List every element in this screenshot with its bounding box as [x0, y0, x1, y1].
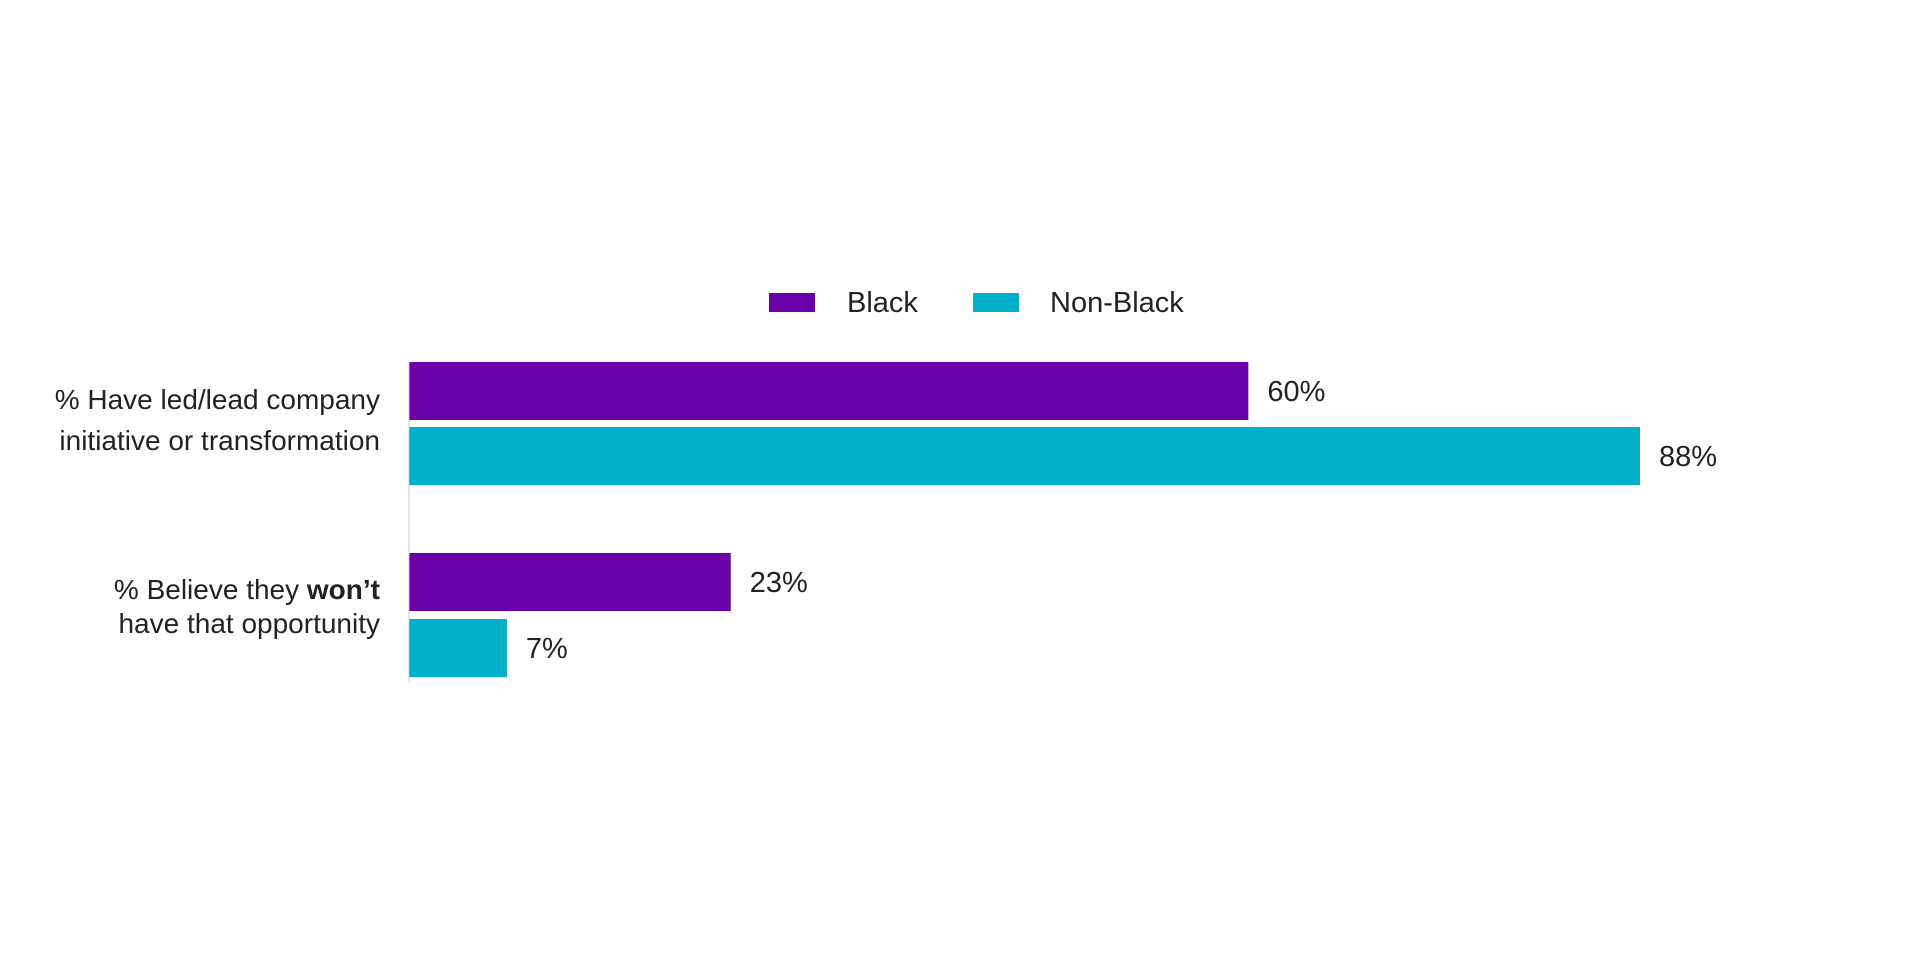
category-label-1-line2: initiative or transformation [59, 425, 380, 456]
bar-black-2 [409, 553, 731, 611]
data-label-non-black-1: 88% [1659, 441, 1717, 473]
legend-swatch-black [769, 293, 815, 312]
legend: Black Non-Black [769, 287, 1184, 319]
category-label-2-line2: have that opportunity [118, 608, 380, 639]
legend-swatch-non-black [973, 293, 1019, 312]
data-label-black-1: 60% [1267, 376, 1325, 408]
bar-non-black-1 [409, 427, 1640, 485]
category-label-2-line1: % Believe they won’t [114, 574, 380, 605]
category-label-2-prefix: % Believe they [114, 574, 307, 605]
category-label-2-bold: won’t [306, 574, 380, 605]
data-label-black-2: 23% [750, 567, 808, 599]
category-label-1-line1: % Have led/lead company [55, 384, 380, 415]
data-label-non-black-2: 7% [526, 633, 568, 665]
bar-non-black-2 [409, 619, 507, 677]
category-labels: % Have led/lead company initiative or tr… [55, 384, 380, 639]
legend-label-non-black: Non-Black [1050, 287, 1184, 319]
legend-label-black: Black [847, 287, 918, 319]
bar-black-1 [409, 362, 1249, 420]
bars: 60% 23% 88% 7% [409, 362, 1717, 677]
